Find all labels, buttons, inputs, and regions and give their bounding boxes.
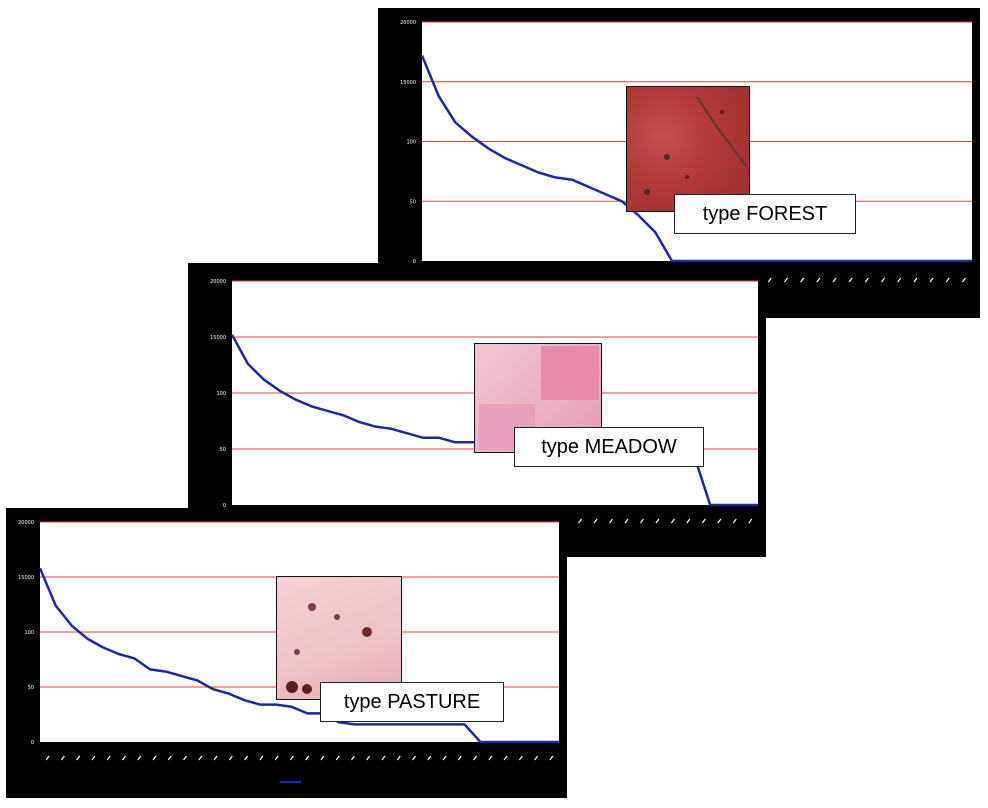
chart-panel-forest: 20000 15000 100 50 0 type FOREST: [378, 8, 980, 318]
x-tick-mark: [848, 277, 853, 283]
x-tick-mark: [639, 518, 644, 524]
y-tick-label: 0: [31, 740, 34, 746]
y-tick-label: 0: [223, 503, 226, 509]
forest-type-label: type FOREST: [674, 194, 856, 234]
x-tick-mark: [686, 518, 691, 524]
y-tick-label: 100: [406, 140, 416, 146]
x-tick-mark: [864, 277, 869, 283]
x-tick-mark: [396, 755, 401, 761]
x-tick-mark: [518, 755, 523, 761]
x-tick-mark: [289, 755, 294, 761]
x-tick-mark: [670, 518, 675, 524]
x-tick-mark: [335, 755, 340, 761]
y-tick-label: 50: [28, 685, 34, 691]
x-tick-mark: [76, 755, 81, 761]
x-tick-mark: [929, 277, 934, 283]
x-tick-mark: [106, 755, 111, 761]
x-tick-mark: [473, 755, 478, 761]
x-tick-mark: [717, 518, 722, 524]
y-tick-label: 20000: [18, 520, 34, 526]
x-tick-mark: [259, 755, 264, 761]
x-tick-mark: [549, 755, 554, 761]
x-tick-mark: [91, 755, 96, 761]
y-tick-label: 15000: [18, 575, 34, 581]
meadow-type-label: type MEADOW: [514, 427, 704, 467]
x-tick-mark: [121, 755, 126, 761]
x-tick-mark: [609, 518, 614, 524]
x-tick-mark: [800, 277, 805, 283]
y-tick-label: 100: [24, 630, 34, 636]
pasture-texture-detail: [286, 603, 372, 694]
x-tick-mark: [412, 755, 416, 761]
x-tick-mark: [881, 277, 886, 283]
y-tick-label: 15000: [400, 80, 416, 86]
x-tick-mark: [366, 755, 371, 761]
x-tick-mark: [198, 755, 203, 761]
x-tick-mark: [137, 755, 142, 761]
y-tick-label: 15000: [210, 335, 226, 341]
pasture-type-label: type PASTURE: [320, 682, 504, 722]
x-tick-mark: [534, 755, 539, 761]
x-tick-mark: [832, 277, 837, 283]
x-tick-mark: [488, 755, 493, 761]
x-tick-mark: [442, 755, 447, 761]
x-tick-mark: [183, 755, 187, 761]
x-tick-mark: [655, 518, 660, 524]
x-tick-mark: [624, 518, 629, 524]
x-tick-mark: [427, 755, 432, 761]
x-tick-mark: [350, 755, 355, 761]
x-tick-mark: [305, 755, 310, 761]
x-tick-mark: [897, 277, 902, 283]
x-tick-mark: [701, 518, 706, 524]
x-tick-mark: [60, 755, 65, 761]
x-tick-mark: [732, 518, 737, 524]
meadow-field-patch: [541, 346, 599, 400]
x-tick-mark: [767, 277, 772, 283]
y-tick-label: 20000: [210, 279, 226, 285]
x-tick-mark: [167, 755, 172, 761]
x-tick-mark: [152, 755, 157, 761]
x-tick-mark: [593, 518, 598, 524]
x-tick-mark: [816, 277, 821, 283]
chart-panel-meadow: 20000 15000 100 50 0 type MEADOW: [188, 263, 766, 557]
y-tick-label: 20000: [400, 20, 416, 26]
forest-texture-image: [626, 86, 750, 212]
chart-panel-pasture: 20000 15000 100 50 0 type PASTURE: [6, 508, 567, 798]
x-tick-mark: [961, 277, 966, 283]
x-tick-mark: [213, 755, 218, 761]
x-tick-mark: [783, 277, 788, 283]
x-tick-mark: [503, 755, 508, 761]
series-line: [420, 55, 972, 263]
x-tick-mark: [320, 755, 325, 761]
series-line: [38, 567, 559, 744]
y-tick-label: 50: [410, 199, 416, 205]
x-tick-mark: [578, 518, 583, 524]
x-tick-mark: [45, 755, 50, 761]
x-tick-mark: [748, 518, 753, 524]
x-tick-mark: [228, 755, 233, 761]
x-tick-mark: [913, 277, 918, 283]
x-tick-mark: [457, 755, 462, 761]
x-tick-mark: [274, 755, 279, 761]
x-tick-mark: [244, 755, 249, 761]
pasture-texture-image: [276, 576, 402, 700]
y-tick-label: 50: [220, 447, 226, 453]
y-tick-label: 0: [413, 259, 416, 265]
forest-texture-detail: [644, 96, 748, 195]
x-tick-mark: [945, 277, 950, 283]
x-tick-mark: [381, 755, 386, 761]
y-tick-label: 100: [216, 391, 226, 397]
